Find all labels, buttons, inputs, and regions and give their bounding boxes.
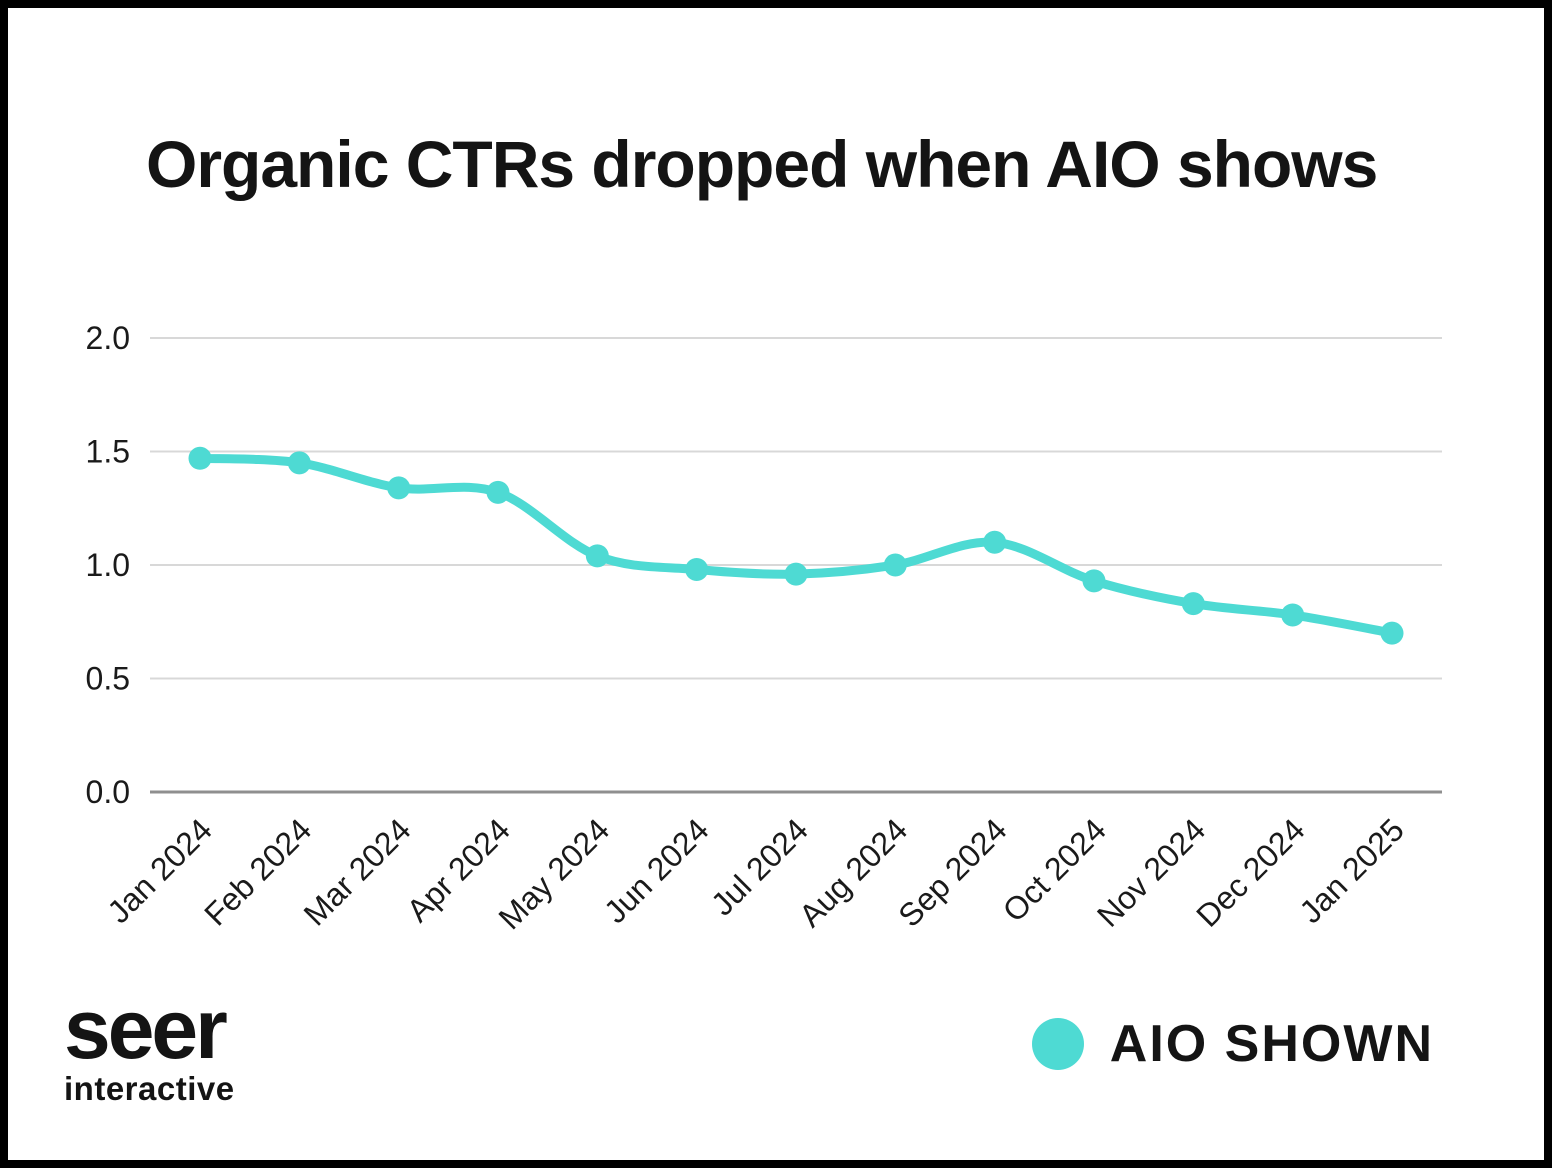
data-point-marker [287, 451, 311, 475]
logo-wordmark: seer [64, 982, 228, 1076]
data-point-marker [983, 530, 1007, 554]
x-tick-label: Aug 2024 [792, 811, 914, 933]
logo-subtext: interactive [64, 1069, 235, 1107]
chart-title: Organic CTRs dropped when AIO shows [146, 127, 1378, 201]
x-tick-label: Sep 2024 [891, 811, 1013, 933]
x-tick-label: Dec 2024 [1189, 811, 1311, 933]
x-tick-label: Jun 2024 [597, 811, 716, 930]
data-point-marker [1181, 592, 1205, 616]
y-tick-label: 0.5 [86, 661, 130, 697]
data-point-marker [1281, 603, 1305, 627]
y-tick-label: 2.0 [86, 320, 130, 356]
x-tick-label: Feb 2024 [197, 811, 318, 932]
y-tick-label: 1.0 [86, 547, 130, 583]
y-tick-label: 0.0 [86, 774, 130, 810]
x-tick-label: Jan 2025 [1292, 811, 1411, 930]
data-point-marker [685, 558, 709, 582]
chart-legend: AIO SHOWN [1031, 1014, 1434, 1074]
y-tick-label: 1.5 [86, 434, 130, 470]
data-point-marker [188, 446, 212, 470]
seer-interactive-logo: seer interactive [64, 982, 235, 1107]
x-tick-label: Nov 2024 [1090, 811, 1212, 933]
data-point-marker [387, 476, 411, 500]
data-point-marker [883, 553, 907, 577]
legend-marker-aio-shown-icon [1031, 1018, 1084, 1070]
data-point-marker [486, 480, 510, 504]
data-point-marker [585, 544, 609, 568]
series-line-aio-shown [195, 453, 1397, 638]
legend-label-aio-shown: AIO SHOWN [1109, 1015, 1434, 1073]
data-point-marker [1082, 569, 1106, 593]
data-point-marker [1380, 621, 1404, 645]
data-point-marker [784, 562, 808, 586]
x-tick-label: Mar 2024 [297, 811, 418, 932]
